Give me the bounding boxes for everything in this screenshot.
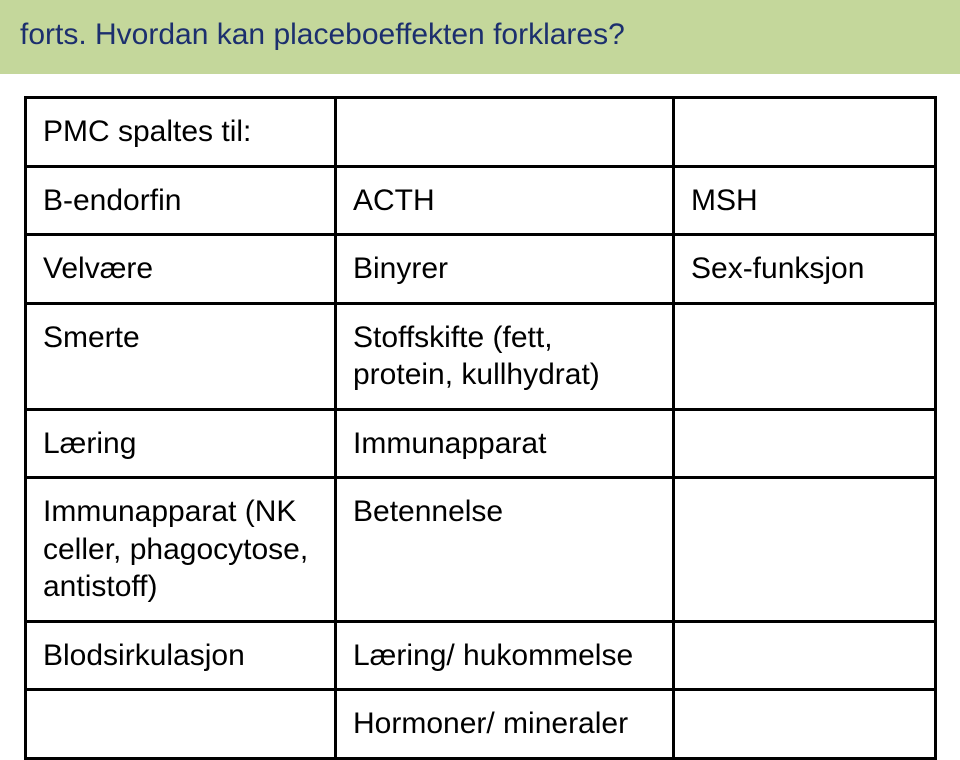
cell-laering: Læring xyxy=(26,409,336,478)
cell-empty xyxy=(674,98,936,167)
cell-stoffskifte: Stoffskifte (fett, protein, kullhydrat) xyxy=(336,303,674,409)
table-row: Β-endorfin ACTH MSH xyxy=(26,166,936,235)
cell-binyrer: Binyrer xyxy=(336,235,674,304)
cell-empty xyxy=(26,690,336,759)
cell-pmc: PMC spaltes til: xyxy=(26,98,336,167)
cell-betennelse: Betennelse xyxy=(336,478,674,622)
cell-empty xyxy=(674,621,936,690)
cell-velvaere: Velvære xyxy=(26,235,336,304)
cell-immunapparat: Immunapparat xyxy=(336,409,674,478)
cell-smerte: Smerte xyxy=(26,303,336,409)
table-row: Hormoner/ mineraler xyxy=(26,690,936,759)
title-banner: forts. Hvordan kan placeboeffekten forkl… xyxy=(0,0,960,74)
cell-empty xyxy=(674,478,936,622)
table-row: Smerte Stoffskifte (fett, protein, kullh… xyxy=(26,303,936,409)
table-row: Læring Immunapparat xyxy=(26,409,936,478)
cell-acth: ACTH xyxy=(336,166,674,235)
cell-sex-funksjon: Sex-funksjon xyxy=(674,235,936,304)
cell-laering-hukommelse: Læring/ hukommelse xyxy=(336,621,674,690)
table-row: PMC spaltes til: xyxy=(26,98,936,167)
cell-empty xyxy=(674,690,936,759)
cell-blodsirkulasjon: Blodsirkulasjon xyxy=(26,621,336,690)
placebo-table: PMC spaltes til: Β-endorfin ACTH MSH Vel… xyxy=(24,96,937,760)
table-container: PMC spaltes til: Β-endorfin ACTH MSH Vel… xyxy=(0,74,960,760)
table-row: Immunapparat (NK celler, phagocytose, an… xyxy=(26,478,936,622)
cell-b-endorfin: Β-endorfin xyxy=(26,166,336,235)
cell-empty xyxy=(336,98,674,167)
cell-msh: MSH xyxy=(674,166,936,235)
cell-empty xyxy=(674,303,936,409)
cell-empty xyxy=(674,409,936,478)
table-row: Blodsirkulasjon Læring/ hukommelse xyxy=(26,621,936,690)
page-title: forts. Hvordan kan placeboeffekten forkl… xyxy=(20,18,940,52)
table-row: Velvære Binyrer Sex-funksjon xyxy=(26,235,936,304)
cell-hormoner: Hormoner/ mineraler xyxy=(336,690,674,759)
cell-immunapparat-nk: Immunapparat (NK celler, phagocytose, an… xyxy=(26,478,336,622)
